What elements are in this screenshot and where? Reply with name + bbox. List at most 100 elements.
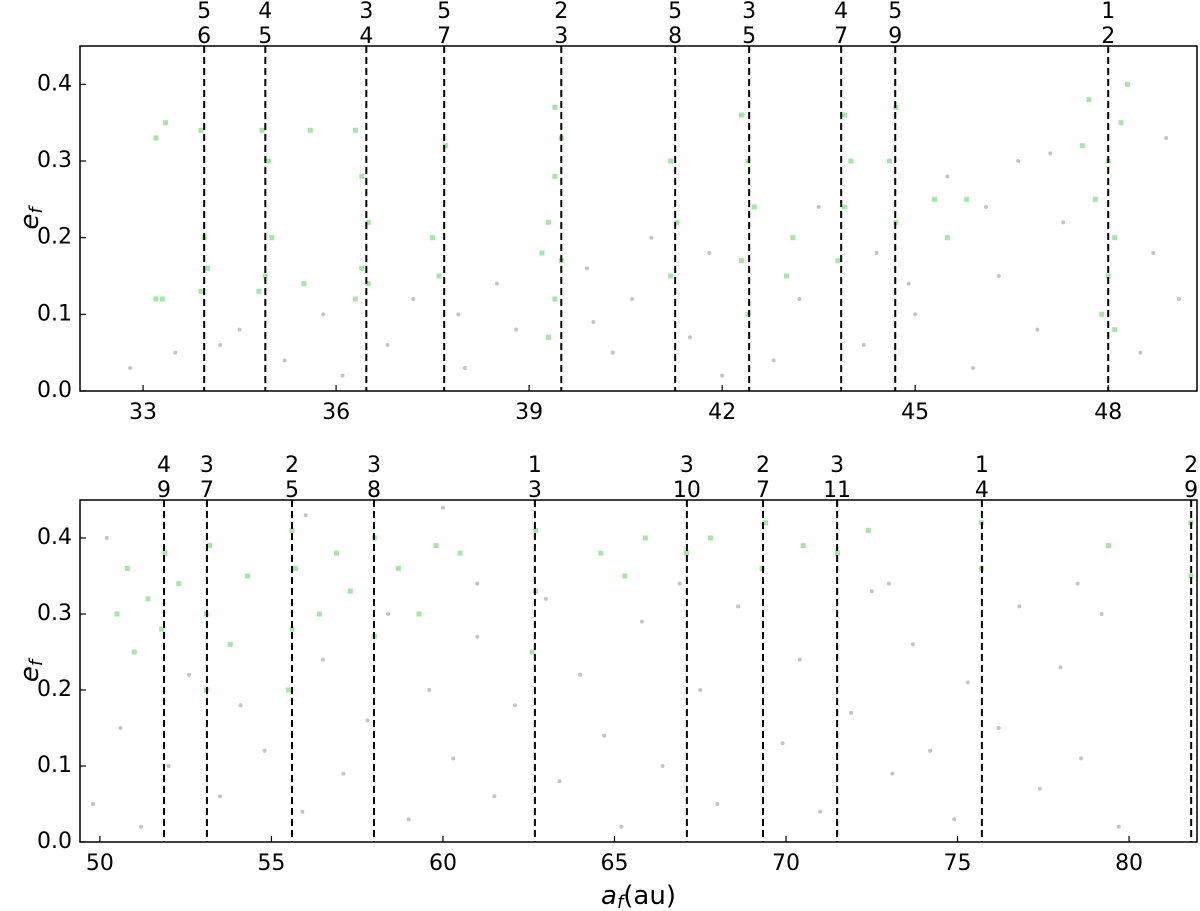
y-axis-label: ef bbox=[15, 205, 48, 230]
point bbox=[552, 173, 558, 179]
point bbox=[861, 343, 866, 347]
resonance-denominator: 7 bbox=[834, 24, 848, 49]
point bbox=[207, 543, 213, 549]
point bbox=[386, 612, 391, 616]
resonance-numerator: 1 bbox=[975, 453, 989, 478]
point bbox=[698, 688, 703, 692]
resonance-denominator: 9 bbox=[888, 24, 902, 49]
point bbox=[848, 158, 854, 164]
point bbox=[244, 573, 250, 579]
point bbox=[286, 687, 292, 693]
point bbox=[321, 312, 326, 317]
point bbox=[159, 626, 165, 632]
point bbox=[964, 196, 970, 202]
point bbox=[780, 741, 785, 746]
point bbox=[1151, 251, 1156, 255]
point bbox=[865, 527, 871, 533]
resonance-numerator: 1 bbox=[1101, 0, 1115, 24]
point bbox=[1105, 273, 1111, 279]
point bbox=[303, 513, 308, 518]
point bbox=[334, 550, 340, 556]
point bbox=[715, 802, 720, 806]
point bbox=[456, 312, 461, 317]
point bbox=[971, 366, 976, 370]
point bbox=[227, 641, 233, 647]
point bbox=[512, 703, 517, 708]
point bbox=[159, 296, 165, 302]
point bbox=[145, 596, 151, 602]
x-tick-label: 80 bbox=[1115, 851, 1143, 876]
point bbox=[176, 581, 182, 587]
point bbox=[416, 611, 422, 617]
point bbox=[365, 219, 371, 225]
point bbox=[1138, 350, 1143, 355]
point bbox=[797, 297, 802, 301]
point bbox=[514, 327, 519, 332]
x-tick-label: 33 bbox=[129, 400, 157, 425]
plot-area bbox=[91, 505, 1194, 829]
point bbox=[259, 127, 265, 133]
point bbox=[262, 273, 268, 279]
x-tick-label: 60 bbox=[429, 851, 457, 876]
point bbox=[442, 143, 448, 149]
point bbox=[1079, 756, 1084, 761]
point bbox=[771, 358, 776, 363]
resonance-denominator: 11 bbox=[823, 478, 851, 503]
resonance-denominator: 3 bbox=[554, 24, 568, 49]
point bbox=[433, 543, 439, 549]
point bbox=[983, 205, 988, 209]
point bbox=[762, 520, 768, 526]
point bbox=[359, 265, 365, 271]
y-tick-label: 0.1 bbox=[37, 301, 72, 326]
point bbox=[931, 196, 937, 202]
point bbox=[649, 235, 654, 240]
resonance-numerator: 2 bbox=[756, 453, 770, 478]
point bbox=[436, 273, 442, 279]
point bbox=[1092, 196, 1098, 202]
resonance-numerator: 5 bbox=[668, 0, 682, 24]
point bbox=[928, 748, 933, 753]
resonance-numerator: 2 bbox=[1184, 453, 1198, 478]
point bbox=[282, 358, 287, 363]
resonance-denominator: 10 bbox=[673, 478, 701, 503]
y-tick-label: 0.1 bbox=[37, 753, 72, 778]
resonance-denominator: 6 bbox=[197, 24, 211, 49]
point bbox=[660, 764, 665, 768]
resonance-numerator: 5 bbox=[197, 0, 211, 24]
point bbox=[411, 297, 416, 301]
point bbox=[475, 581, 480, 586]
resonance-denominator: 8 bbox=[668, 24, 682, 49]
y-tick-label: 0.3 bbox=[37, 148, 72, 173]
resonance-denominator: 7 bbox=[756, 478, 770, 503]
x-tick-label: 36 bbox=[322, 400, 350, 425]
point bbox=[153, 135, 159, 141]
point bbox=[1086, 97, 1092, 103]
point bbox=[818, 809, 823, 814]
point bbox=[668, 273, 674, 279]
point bbox=[738, 258, 744, 264]
resonance-denominator: 8 bbox=[367, 478, 381, 503]
point bbox=[131, 649, 137, 655]
point bbox=[533, 527, 539, 533]
point bbox=[602, 733, 607, 738]
point bbox=[1112, 327, 1118, 333]
point bbox=[1176, 297, 1181, 301]
point bbox=[910, 642, 915, 647]
axes-frame bbox=[79, 45, 1198, 392]
point bbox=[1099, 612, 1104, 616]
point bbox=[630, 297, 635, 301]
point bbox=[1017, 604, 1022, 609]
point bbox=[841, 204, 847, 210]
point bbox=[114, 611, 120, 617]
y-tick-label: 0.0 bbox=[37, 378, 72, 403]
point bbox=[217, 794, 222, 799]
point bbox=[162, 550, 168, 556]
point bbox=[365, 281, 371, 287]
point bbox=[359, 173, 365, 179]
y-tick-label: 0.0 bbox=[37, 829, 72, 854]
x-label-unit: (au) bbox=[623, 881, 676, 911]
point bbox=[163, 120, 169, 126]
resonance-numerator: 3 bbox=[367, 453, 381, 478]
